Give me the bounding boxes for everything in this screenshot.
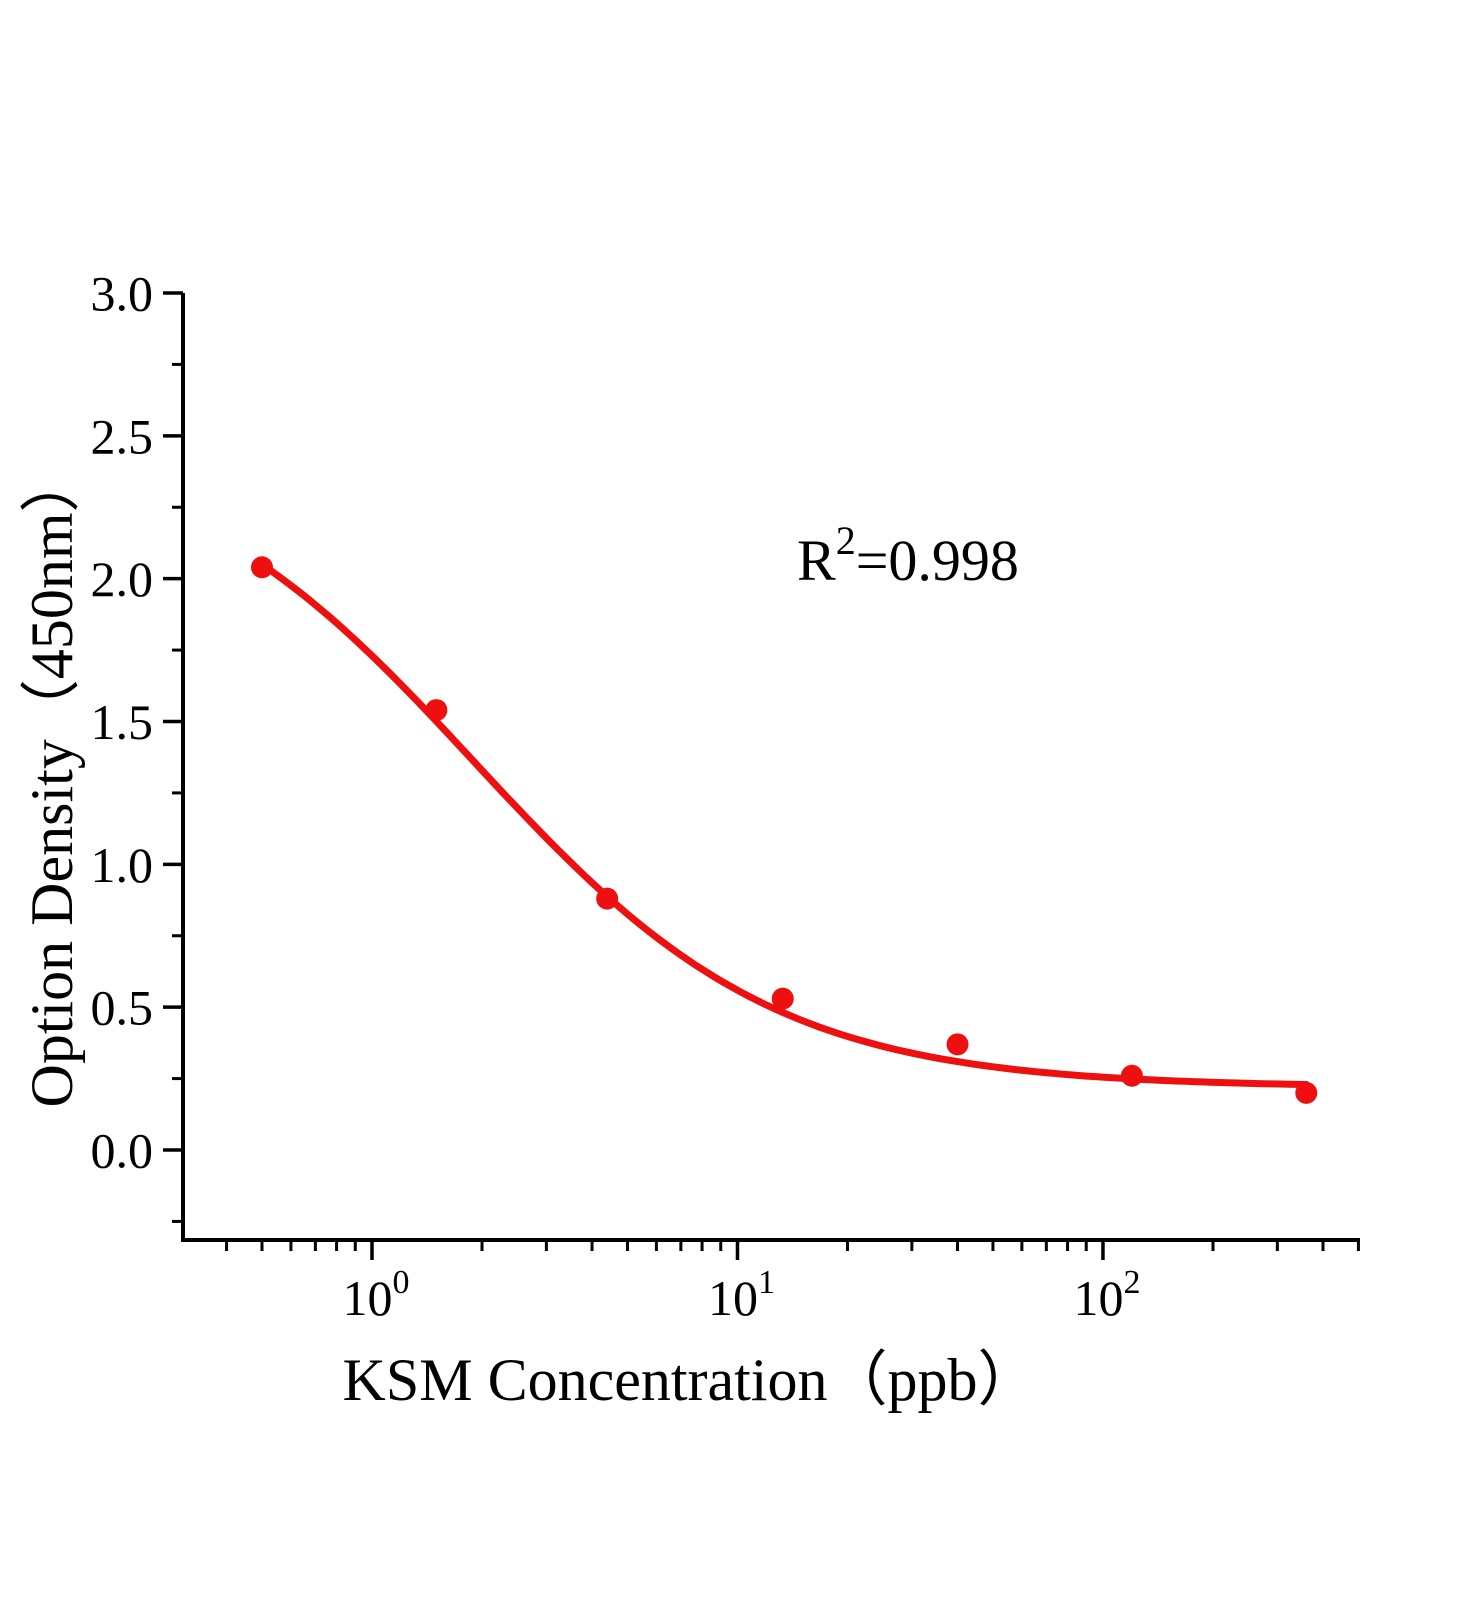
y-tick-label: 2.0: [91, 551, 154, 607]
data-points-group: [250, 556, 1318, 1104]
x-axis-title: KSM Concentration（ppb）: [343, 1347, 1038, 1413]
r-squared-annotation: R2=0.998: [797, 518, 1019, 593]
axes-group: 0.0 0.5 1.0 1.5 2.0 2.5 3.0 100 101 102: [91, 266, 1360, 1326]
data-point: [596, 887, 619, 910]
data-point: [946, 1033, 969, 1056]
data-point: [250, 556, 273, 579]
y-tick-label: 1.5: [91, 694, 154, 750]
data-point: [771, 987, 794, 1010]
y-tick-label: 3.0: [91, 266, 154, 322]
y-tick-label: 0.5: [91, 980, 154, 1036]
data-point: [425, 699, 448, 722]
y-axis-title: Option Density（450nm）: [19, 453, 85, 1108]
axis-spine: [181, 293, 1360, 1242]
x-tick-label: 100: [342, 1264, 409, 1326]
y-tick-label: 0.0: [91, 1123, 154, 1179]
data-point: [1120, 1064, 1143, 1087]
data-point: [1295, 1081, 1318, 1104]
x-tick-label: 102: [1073, 1264, 1140, 1326]
y-tick-label: 1.0: [91, 837, 154, 893]
y-tick-label: 2.5: [91, 408, 154, 464]
x-tick-label: 101: [708, 1264, 775, 1326]
